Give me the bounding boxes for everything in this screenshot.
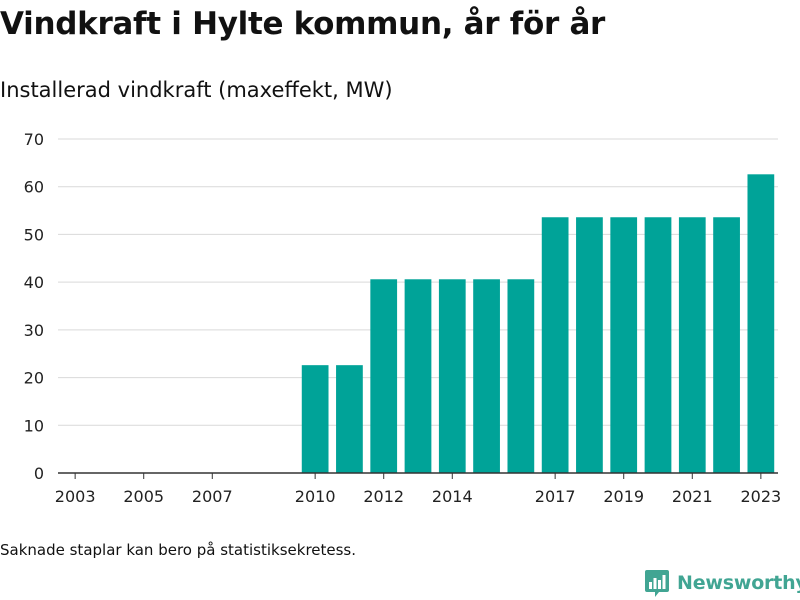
chart-subtitle: Installerad vindkraft (maxeffekt, MW) (0, 78, 393, 102)
bar-2021 (678, 217, 706, 473)
bar-2016 (507, 279, 535, 473)
y-tick-label: 20 (24, 369, 44, 388)
y-tick-label: 0 (34, 464, 44, 483)
x-tick-label: 2003 (55, 487, 96, 506)
x-tick-label: 2012 (363, 487, 404, 506)
y-tick-label: 10 (24, 416, 44, 435)
y-tick-label: 30 (24, 321, 44, 340)
bar-2011 (336, 365, 363, 473)
bar-2018 (576, 217, 603, 473)
bar-2017 (541, 217, 569, 473)
x-tick-label: 2017 (535, 487, 576, 506)
y-tick-label: 60 (24, 178, 44, 197)
bar-chart: 0 10 20 30 40 50 60 70 2003 2005 2007 2010 2012 2014 2… (24, 130, 782, 506)
chart-title: Vindkraft i Hylte kommun, år för år (0, 6, 606, 42)
bar-2019 (610, 217, 638, 473)
y-tick-label: 50 (24, 225, 44, 244)
newsworthy-logo-icon (645, 570, 669, 597)
bar-2012 (370, 279, 398, 473)
x-tick-label: 2021 (672, 487, 713, 506)
footnote: Saknade staplar kan bero på statistiksek… (0, 541, 357, 559)
x-tick-label: 2005 (123, 487, 164, 506)
x-tick-label: 2014 (432, 487, 473, 506)
bar-2022 (713, 217, 740, 473)
x-tick-label: 2010 (295, 487, 336, 506)
bar-2013 (404, 279, 432, 473)
bar-2015 (473, 279, 500, 473)
brand-name: Newsworthy (677, 572, 800, 594)
brand[interactable]: Newsworthy (644, 568, 800, 598)
bar-2014 (438, 279, 466, 473)
x-tick-label: 2023 (740, 487, 781, 506)
y-tick-label: 70 (24, 130, 44, 149)
bar-2010 (301, 365, 329, 473)
y-tick-label: 40 (24, 273, 44, 292)
x-tick-label: 2019 (603, 487, 644, 506)
bar-2020 (644, 217, 672, 473)
bar-2023 (747, 174, 775, 473)
x-tick-label: 2007 (192, 487, 233, 506)
